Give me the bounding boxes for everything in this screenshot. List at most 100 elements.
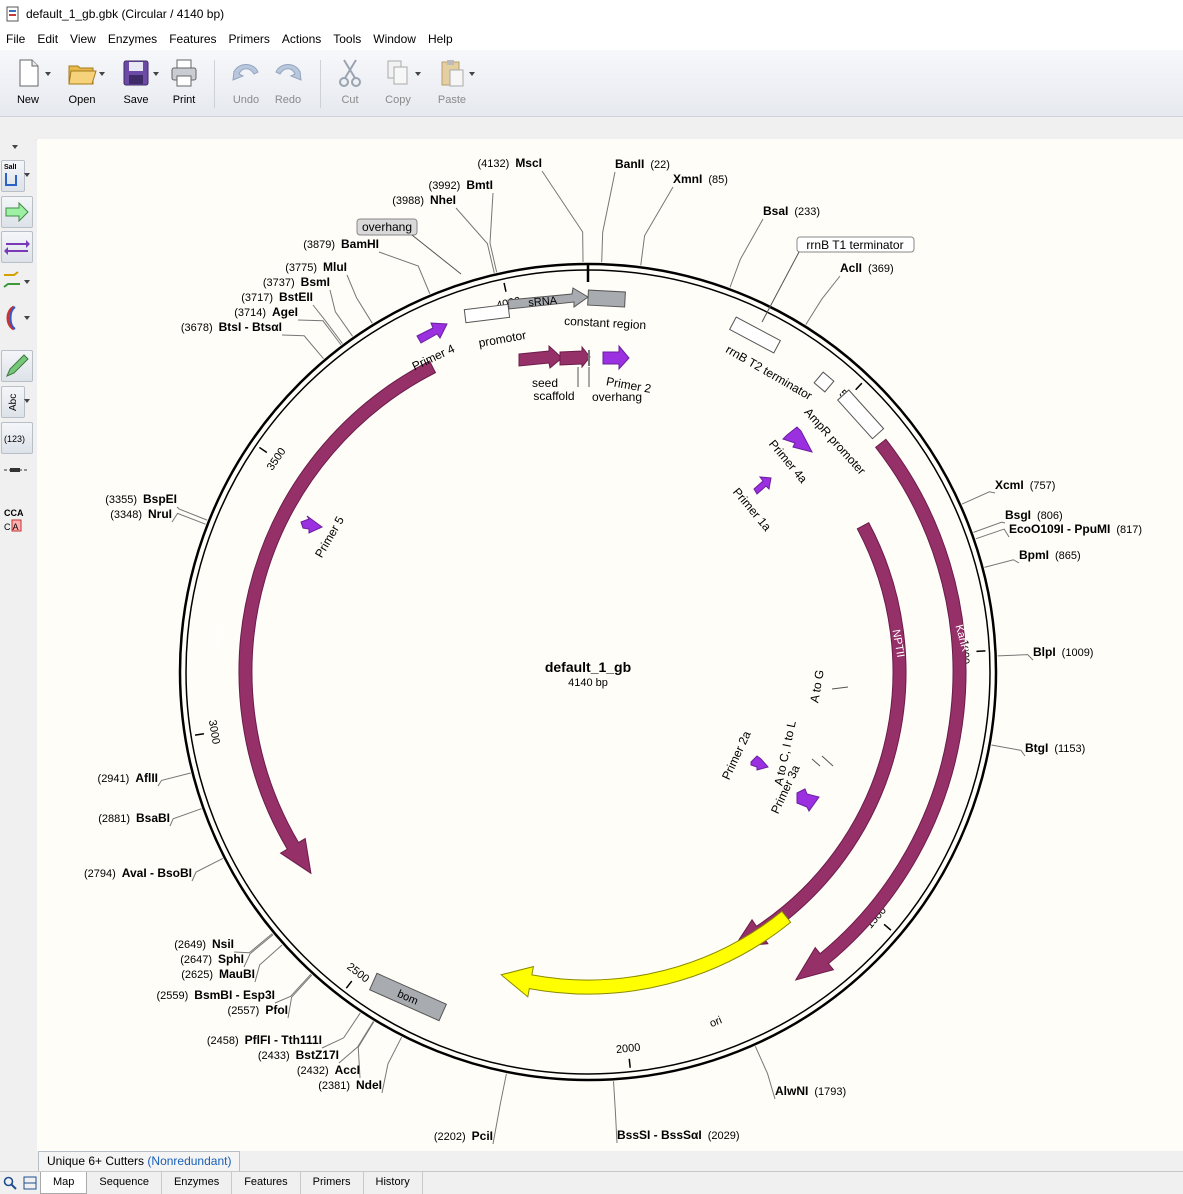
site-bsabi[interactable]: (2881)BsaBI [98,809,201,826]
primer-2a-arrow[interactable] [751,756,768,770]
primer-tool-dropdown[interactable] [24,280,30,284]
arac-feature[interactable] [239,361,435,873]
site-label: (3717)BstEII [241,290,313,304]
site-label: (2625)MauBI [181,967,255,981]
tab-map[interactable]: Map [40,1172,87,1194]
print-button[interactable]: Print [158,58,210,114]
sidebar-collapse-icon[interactable] [12,145,18,149]
primer-1a-label: Primer 1a [730,485,774,534]
site-leader [493,1074,506,1144]
new-button[interactable]: New [2,58,54,114]
primer-2-arrow[interactable] [603,346,629,369]
small-feature-box[interactable] [814,372,834,392]
menu-edit[interactable]: Edit [31,28,64,50]
scaffold-feature[interactable] [560,347,590,367]
tick-label: 3000 [206,719,222,745]
primer-4-arrow[interactable] [417,323,447,343]
menu-enzymes[interactable]: Enzymes [102,28,163,50]
svg-text:C A: C A [4,522,19,532]
plasmid-map[interactable]: 5001000150020002500300035004000 (4132)Ms… [37,139,1183,1151]
site-blpi[interactable]: BlpI(1009) [998,645,1094,660]
tick-marks: 5001000150020002500300035004000 [195,283,985,1068]
seed-feature[interactable] [519,346,562,368]
site-btsi[interactable]: (3678)BtsI - BtsαI [181,320,324,359]
site-aflii[interactable]: (2941)AflII [98,771,191,786]
svg-text:Abc: Abc [8,394,19,411]
map-view[interactable]: 5001000150020002500300035004000 (4132)Ms… [37,139,1183,1151]
tab-history[interactable]: History [364,1172,423,1194]
numbering-tool-button[interactable]: (123) [1,422,33,454]
enzyme-tool-dropdown[interactable] [24,173,30,177]
primer-tool-icon[interactable] [2,269,22,291]
site-leader [984,560,1019,568]
tab-enzymes[interactable]: Enzymes [162,1172,232,1194]
text-tool-dropdown[interactable] [24,399,30,403]
ampr-promoter-feature[interactable] [838,390,884,439]
site-pcii[interactable]: (2202)PciI [434,1074,507,1144]
menu-help[interactable]: Help [422,28,459,50]
menu-window[interactable]: Window [367,28,422,50]
primer-5-arrow[interactable] [301,516,322,533]
site-label: BlpI(1009) [1033,645,1093,659]
site-acli[interactable]: AclI(369) [806,261,894,325]
site-leader [998,655,1033,660]
site-xmni[interactable]: XmnI(85) [641,172,728,265]
pen-tool-button[interactable] [1,350,33,382]
open-button[interactable]: Open [56,58,108,114]
site-pflfi[interactable]: (2458)PflFI - Tth111I [207,1013,360,1048]
bom-feature[interactable]: bom [370,973,447,1020]
site-msci[interactable]: (4132)MscI [478,156,584,262]
primer-3a-arrow[interactable] [797,789,819,811]
ruler-icon[interactable] [2,464,30,474]
tab-features[interactable]: Features [232,1172,300,1194]
search-icon[interactable] [0,1172,20,1194]
menu-file[interactable]: File [0,28,31,50]
enzyme-set-label[interactable]: Unique 6+ Cutters (Nonredundant) [38,1151,240,1171]
site-alwni[interactable]: AlwNI(1793) [755,1046,846,1099]
primer-1a-arrow[interactable] [754,477,771,494]
menu-primers[interactable]: Primers [223,28,276,50]
tick-2500 [346,981,351,988]
site-xcmi[interactable]: XcmI(757) [962,478,1055,504]
menu-features[interactable]: Features [163,28,222,50]
site-label: (2649)NsiI [174,937,234,951]
site-label: BtgI(1153) [1025,741,1085,755]
nptii-feature[interactable] [734,523,906,947]
site-btgi[interactable]: BtgI(1153) [991,741,1085,756]
view-dropdown[interactable] [24,316,30,320]
site-nrui[interactable]: (3348)NruI [110,507,205,524]
kanr-feature[interactable] [796,439,966,980]
redo-button[interactable]: Redo [262,58,314,114]
copy-button[interactable]: Copy [372,58,424,114]
constant-region-feature[interactable] [588,290,626,307]
text-tool-button[interactable]: Abc [1,386,25,418]
site-ecoo109i[interactable]: EcoO109I - PpuMI(817) [976,522,1142,539]
scissors-icon [336,58,364,88]
ori-feature[interactable] [501,911,790,997]
site-bpmi[interactable]: BpmI(865) [984,548,1080,567]
menu-tools[interactable]: Tools [327,28,367,50]
feature-arrow-icon [2,197,32,227]
panel-layout-icon[interactable] [20,1172,40,1194]
promotor-feature[interactable] [464,304,509,322]
save-button[interactable]: Save [110,58,162,114]
feature-tool-button[interactable] [1,196,33,228]
site-leader [347,275,372,323]
site-label: BpmI(865) [1019,548,1081,562]
menu-actions[interactable]: Actions [276,28,327,50]
site-leader [275,974,311,1003]
tab-primers[interactable]: Primers [301,1172,364,1194]
site-leader [602,172,615,262]
new-file-icon [14,58,42,88]
site-avai[interactable]: (2794)AvaI - BsoBI [84,858,223,881]
tab-sequence[interactable]: Sequence [87,1172,162,1194]
circle-view-icon[interactable] [4,305,20,331]
paste-button[interactable]: Paste [426,58,478,114]
site-bsssi[interactable]: BssSI - BssSαI(2029) [613,1081,739,1143]
site-nsii[interactable]: (2649)NsiI [174,934,272,953]
enzyme-tool-button[interactable]: SalI [1,160,25,192]
cut-button[interactable]: Cut [324,58,376,114]
menu-view[interactable]: View [64,28,102,50]
orf-tool-button[interactable] [1,231,33,263]
